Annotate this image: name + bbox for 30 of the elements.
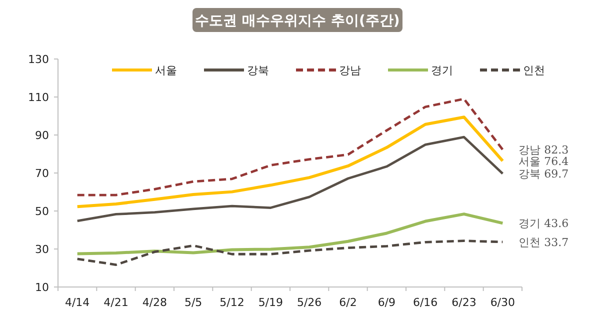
chart-title: 수도권 매수우위지수 추이(주간) (195, 13, 400, 29)
x-tick-label: 5/26 (296, 296, 322, 309)
legend-label: 경기 (431, 64, 453, 77)
annotation: 경기 43.6 (518, 217, 569, 230)
legend-label: 서울 (155, 64, 177, 77)
x-tick-label: 5/19 (258, 296, 284, 309)
x-tick-label: 6/16 (412, 296, 438, 309)
x-tick-label: 6/23 (452, 296, 476, 309)
annotation: 강북 69.7 (518, 168, 569, 181)
x-tick-label: 5/5 (184, 296, 202, 309)
x-tick-label: 5/12 (220, 296, 244, 309)
annotation: 강남 82.3 (518, 144, 569, 157)
y-tick-label: 70 (35, 167, 49, 180)
x-tick-label: 4/28 (142, 296, 168, 309)
legend-label: 강북 (247, 64, 269, 77)
x-tick-label: 6/30 (490, 296, 516, 309)
x-tick-label: 4/14 (64, 296, 90, 309)
x-tick-label: 4/21 (104, 296, 128, 309)
y-tick-label: 90 (35, 129, 49, 142)
y-tick-label: 110 (28, 91, 49, 104)
y-tick-label: 130 (28, 53, 49, 66)
annotation: 인천 33.7 (518, 236, 569, 249)
legend-label: 강남 (339, 64, 361, 77)
y-tick-label: 30 (35, 243, 49, 256)
x-tick-label: 6/9 (378, 296, 396, 309)
y-tick-label: 10 (35, 281, 49, 294)
x-tick-label: 6/2 (339, 296, 357, 309)
legend-label: 인천 (523, 64, 545, 77)
annotation: 서울 76.4 (518, 154, 569, 168)
y-tick-label: 50 (35, 205, 49, 218)
